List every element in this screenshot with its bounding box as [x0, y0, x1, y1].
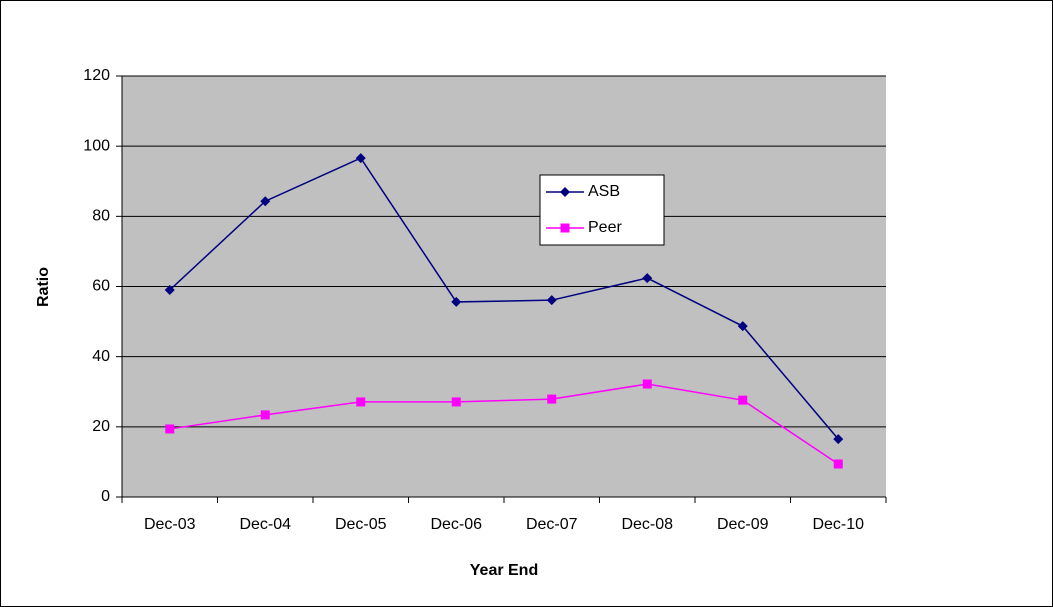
point: [356, 397, 366, 407]
point: [451, 397, 461, 407]
x-axis-label: Year End: [470, 562, 538, 579]
point: [833, 459, 843, 469]
point: [451, 296, 462, 307]
legend-box: [539, 174, 665, 246]
legend-label: ASB: [588, 183, 620, 200]
y-tick-label: 60: [92, 278, 110, 295]
point: [547, 394, 557, 404]
point: [546, 295, 557, 306]
y-axis-label: Ratio: [35, 267, 52, 307]
point: [165, 424, 175, 434]
point: [260, 196, 271, 207]
y-tick-label: 100: [83, 137, 110, 154]
point: [642, 379, 652, 389]
x-tick-label: Dec-05: [335, 516, 387, 533]
legend-marker: [560, 223, 570, 233]
x-tick-label: Dec-04: [239, 516, 291, 533]
point: [833, 434, 844, 445]
x-tick-label: Dec-07: [526, 516, 578, 533]
x-tick-label: Dec-09: [717, 516, 769, 533]
x-tick-label: Dec-06: [430, 516, 482, 533]
x-tick-label: Dec-03: [144, 516, 196, 533]
y-tick-label: 120: [83, 67, 110, 84]
legend-label: Peer: [588, 219, 622, 236]
point: [260, 410, 270, 420]
legend-marker: [560, 187, 570, 197]
point: [164, 285, 175, 296]
y-tick-label: 0: [101, 488, 110, 505]
point: [642, 273, 653, 284]
y-tick-label: 40: [92, 348, 110, 365]
x-tick-label: Dec-08: [621, 516, 673, 533]
series-line: [169, 383, 839, 465]
y-tick-label: 20: [92, 418, 110, 435]
point: [355, 153, 366, 164]
point: [738, 395, 748, 405]
point: [737, 321, 748, 332]
x-tick-label: Dec-10: [812, 516, 864, 533]
y-tick-label: 80: [92, 208, 110, 225]
series-line: [169, 157, 839, 440]
